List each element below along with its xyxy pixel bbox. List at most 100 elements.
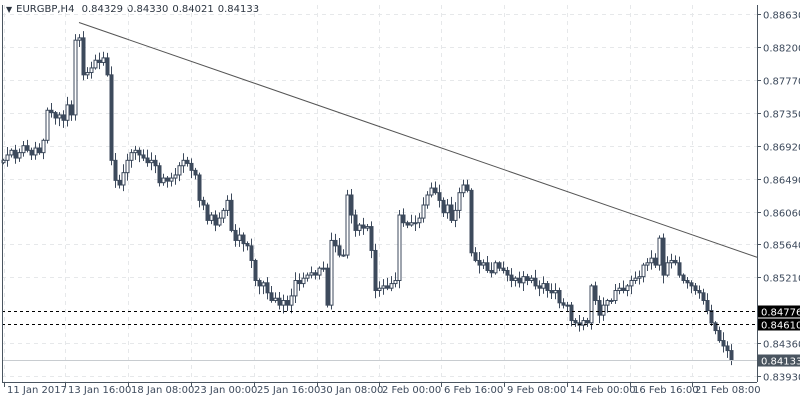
x-tick-label: 23 Jan 00:00 [194, 385, 257, 396]
candle-body-bear [473, 252, 478, 261]
candle [469, 188, 474, 257]
candle [277, 292, 282, 310]
candle-body-bull [481, 262, 486, 266]
candle-body-bear [485, 262, 490, 271]
candle-body-bear [61, 114, 66, 121]
candle [225, 195, 230, 217]
candle-body-bear [537, 285, 542, 289]
candle [673, 255, 678, 266]
candle [593, 281, 598, 305]
candle [609, 298, 614, 305]
candle-body-bear [385, 285, 390, 289]
candle [373, 243, 378, 299]
symbol-label: EURGBP,H4 [16, 4, 75, 15]
candle-body-bull [645, 262, 650, 266]
x-tick-label: 16 Feb 16:00 [633, 385, 699, 396]
candle [213, 210, 218, 232]
candle [521, 271, 526, 291]
candle-body-bear [585, 320, 590, 324]
candle-body-bear [689, 282, 694, 287]
x-tick-label: 21 Feb 08:00 [695, 385, 761, 396]
candle-body-bear [285, 300, 290, 306]
x-tick-label: 2 Feb 00:00 [382, 385, 441, 396]
candle-body-bull [273, 297, 278, 302]
candle-body-bear [49, 109, 54, 114]
candle [405, 220, 410, 229]
candle-body-bull [133, 149, 138, 154]
candle-body-bear [137, 149, 142, 156]
candle-body-bear [153, 159, 158, 167]
candle-body-bear [533, 277, 538, 287]
candle [449, 196, 454, 223]
candle [73, 34, 78, 121]
candle-body-bull [301, 277, 306, 285]
candle [157, 162, 162, 187]
candle [217, 212, 222, 227]
candle-body-bull [633, 277, 638, 281]
level-price-badge [758, 318, 800, 331]
candle-body-bull [377, 287, 382, 292]
candle [289, 288, 294, 314]
candle [525, 273, 530, 286]
candle-body-bear [229, 199, 234, 231]
candle-body-bear [265, 282, 270, 294]
candle-body-bear [405, 222, 410, 226]
candle [409, 214, 414, 227]
candle [697, 285, 702, 299]
candle [505, 266, 510, 282]
candle [337, 238, 342, 258]
candle [413, 215, 418, 232]
candle-body-bear [105, 57, 110, 76]
candle [281, 294, 286, 314]
candle [341, 249, 346, 257]
candle-body-bear [709, 310, 714, 324]
candle-body-bear [725, 345, 730, 352]
candle-body-bull [357, 224, 362, 231]
candle [493, 260, 498, 275]
candle-body-bull [613, 290, 618, 302]
candle-body-bear [241, 234, 246, 245]
candle [245, 241, 250, 251]
collapse-triangle-icon[interactable]: ▼ [6, 5, 13, 14]
candle-body-bull [601, 304, 606, 316]
candle-body-bull [365, 226, 370, 229]
candle-body-bull [425, 194, 430, 206]
candle [273, 292, 278, 303]
candle [457, 187, 462, 219]
candle [133, 145, 138, 160]
candle-body-bear [525, 276, 530, 281]
level-price-label: 0.84610 [761, 321, 800, 332]
candle [61, 110, 66, 128]
candle-body-bull [589, 285, 594, 324]
candle [13, 144, 18, 164]
candle-body-bull [125, 159, 130, 174]
candle [501, 261, 506, 274]
candle-body-bear [597, 300, 602, 316]
candle [629, 275, 634, 295]
candle [377, 281, 382, 297]
candle [329, 232, 334, 310]
candle [649, 250, 654, 270]
candle-body-bull [73, 39, 78, 116]
candle [153, 155, 158, 174]
candle [445, 199, 450, 219]
candle [485, 255, 490, 273]
candle [41, 138, 46, 160]
candle-body-bull [609, 300, 614, 303]
candle-body-bull [417, 217, 422, 224]
candle-body-bear [213, 214, 218, 226]
candle [137, 147, 142, 163]
candle-body-bull [317, 267, 322, 276]
candle-body-bull [641, 264, 646, 278]
candle [33, 141, 38, 160]
candle-body-bear [69, 104, 74, 116]
candle-body-bear [717, 330, 722, 342]
chart-header: ▼ EURGBP,H4 0.84329 0.84330 0.84021 0.84133 [6, 4, 263, 15]
candle-body-bull [649, 257, 654, 264]
